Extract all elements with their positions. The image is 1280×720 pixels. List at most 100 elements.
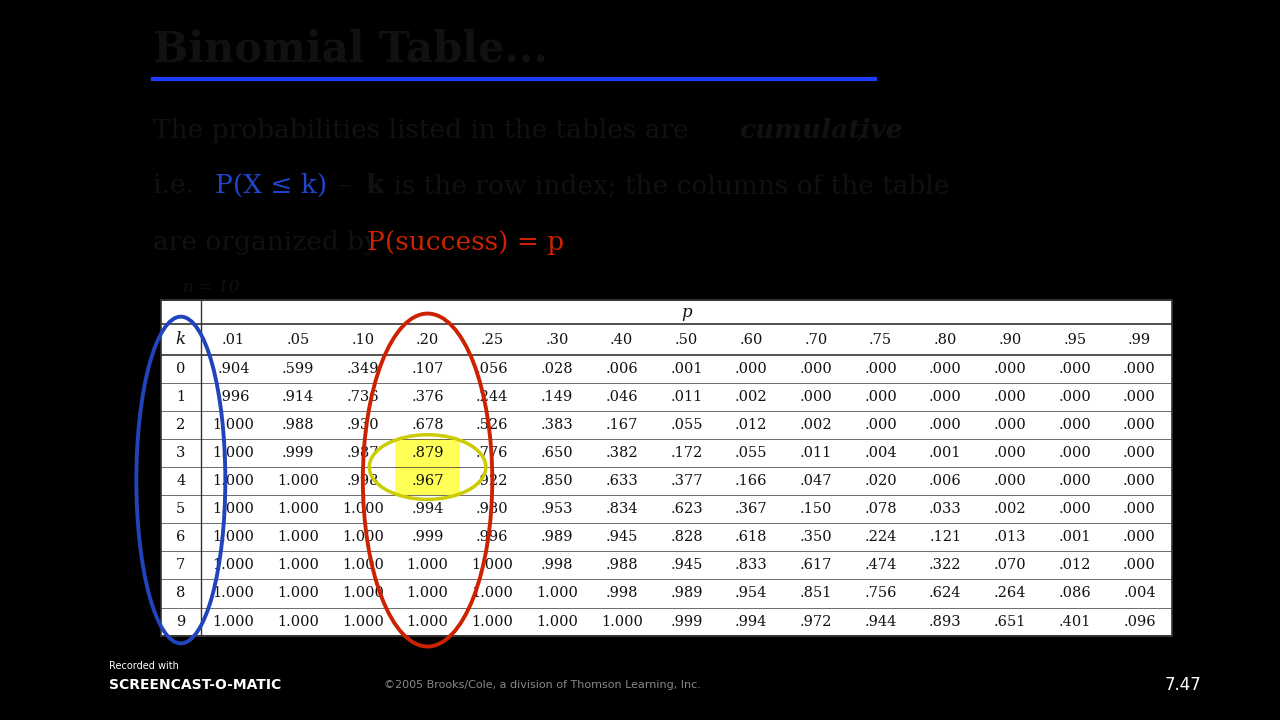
Text: .50: .50 [675, 333, 698, 346]
Text: 1.000: 1.000 [342, 531, 384, 544]
Text: .879: .879 [411, 446, 444, 460]
Text: .678: .678 [411, 418, 444, 432]
Text: .914: .914 [282, 390, 315, 404]
Text: .833: .833 [735, 559, 768, 572]
Text: .002: .002 [735, 390, 768, 404]
Text: .006: .006 [929, 474, 961, 488]
Text: ,: , [855, 118, 864, 143]
Text: .002: .002 [800, 418, 832, 432]
Text: 1: 1 [177, 390, 186, 404]
Text: .383: .383 [540, 418, 573, 432]
Text: .224: .224 [864, 531, 897, 544]
Text: is the row index; the columns of the table: is the row index; the columns of the tab… [385, 174, 950, 198]
Text: .000: .000 [864, 418, 897, 432]
Text: .046: .046 [605, 390, 637, 404]
Text: .000: .000 [993, 418, 1027, 432]
Text: .944: .944 [864, 615, 897, 629]
Text: .121: .121 [929, 531, 961, 544]
Text: 1.000: 1.000 [212, 531, 255, 544]
Text: .000: .000 [1123, 531, 1156, 544]
Text: .012: .012 [1059, 559, 1091, 572]
Text: 1.000: 1.000 [407, 587, 448, 600]
Text: .000: .000 [1123, 474, 1156, 488]
Text: .264: .264 [993, 587, 1027, 600]
Text: P(X ≤ k): P(X ≤ k) [215, 174, 328, 198]
Text: .000: .000 [929, 418, 961, 432]
Text: 1.000: 1.000 [212, 587, 255, 600]
Text: .987: .987 [347, 446, 379, 460]
Text: .377: .377 [671, 474, 703, 488]
Text: .998: .998 [347, 474, 379, 488]
Text: .618: .618 [735, 531, 768, 544]
Text: .349: .349 [347, 361, 379, 376]
Text: .599: .599 [282, 361, 315, 376]
Text: .30: .30 [545, 333, 568, 346]
Text: Binomial Table...: Binomial Table... [154, 28, 548, 71]
Text: .988: .988 [282, 418, 315, 432]
Text: 1.000: 1.000 [278, 587, 319, 600]
Text: 0: 0 [177, 361, 186, 376]
Text: .376: .376 [411, 390, 444, 404]
Text: 1.000: 1.000 [407, 615, 448, 629]
Text: .056: .056 [476, 361, 508, 376]
Text: .000: .000 [1123, 559, 1156, 572]
Text: .000: .000 [1059, 502, 1091, 516]
Text: .893: .893 [929, 615, 961, 629]
Text: .972: .972 [800, 615, 832, 629]
Text: .90: .90 [998, 333, 1021, 346]
Text: .953: .953 [540, 502, 573, 516]
Text: .20: .20 [416, 333, 439, 346]
Text: 1.000: 1.000 [536, 587, 579, 600]
Text: .000: .000 [993, 446, 1027, 460]
Text: .028: .028 [540, 361, 573, 376]
Text: p: p [681, 304, 691, 320]
Text: .000: .000 [1059, 446, 1091, 460]
Text: .002: .002 [993, 502, 1027, 516]
Text: 1.000: 1.000 [342, 587, 384, 600]
Text: .999: .999 [671, 615, 703, 629]
Text: 1.000: 1.000 [407, 559, 448, 572]
Text: .382: .382 [605, 446, 637, 460]
Text: .000: .000 [1123, 418, 1156, 432]
Text: 1.000: 1.000 [278, 474, 319, 488]
Text: .989: .989 [671, 587, 703, 600]
Text: The probabilities listed in the tables are: The probabilities listed in the tables a… [154, 118, 698, 143]
Text: .994: .994 [735, 615, 767, 629]
Text: .10: .10 [351, 333, 375, 346]
Text: 1.000: 1.000 [471, 559, 513, 572]
Text: .350: .350 [800, 531, 832, 544]
Text: .996: .996 [218, 390, 250, 404]
Text: .776: .776 [476, 446, 508, 460]
Text: .000: .000 [1123, 361, 1156, 376]
Text: .167: .167 [605, 418, 637, 432]
Text: 1.000: 1.000 [212, 418, 255, 432]
Text: .40: .40 [611, 333, 634, 346]
Text: .096: .096 [1123, 615, 1156, 629]
Text: .60: .60 [740, 333, 763, 346]
Text: .000: .000 [1059, 390, 1091, 404]
Text: 8: 8 [177, 587, 186, 600]
Text: 1.000: 1.000 [212, 559, 255, 572]
Text: .150: .150 [800, 502, 832, 516]
Text: 1.000: 1.000 [212, 502, 255, 516]
Text: .001: .001 [671, 361, 703, 376]
Text: .95: .95 [1064, 333, 1087, 346]
Text: .013: .013 [993, 531, 1027, 544]
Text: .526: .526 [476, 418, 508, 432]
Text: 7.47: 7.47 [1165, 677, 1202, 694]
Text: .000: .000 [993, 390, 1027, 404]
Text: .107: .107 [411, 361, 444, 376]
Text: 1.000: 1.000 [536, 615, 579, 629]
Text: 5: 5 [177, 502, 186, 516]
Text: .998: .998 [540, 559, 573, 572]
Text: .000: .000 [1059, 361, 1091, 376]
Text: .020: .020 [864, 474, 897, 488]
Text: 1.000: 1.000 [342, 559, 384, 572]
Text: .25: .25 [481, 333, 504, 346]
Text: .851: .851 [800, 587, 832, 600]
Text: .756: .756 [864, 587, 897, 600]
Text: Recorded with: Recorded with [109, 661, 179, 671]
Text: .617: .617 [800, 559, 832, 572]
Text: 3: 3 [177, 446, 186, 460]
Text: .001: .001 [929, 446, 961, 460]
